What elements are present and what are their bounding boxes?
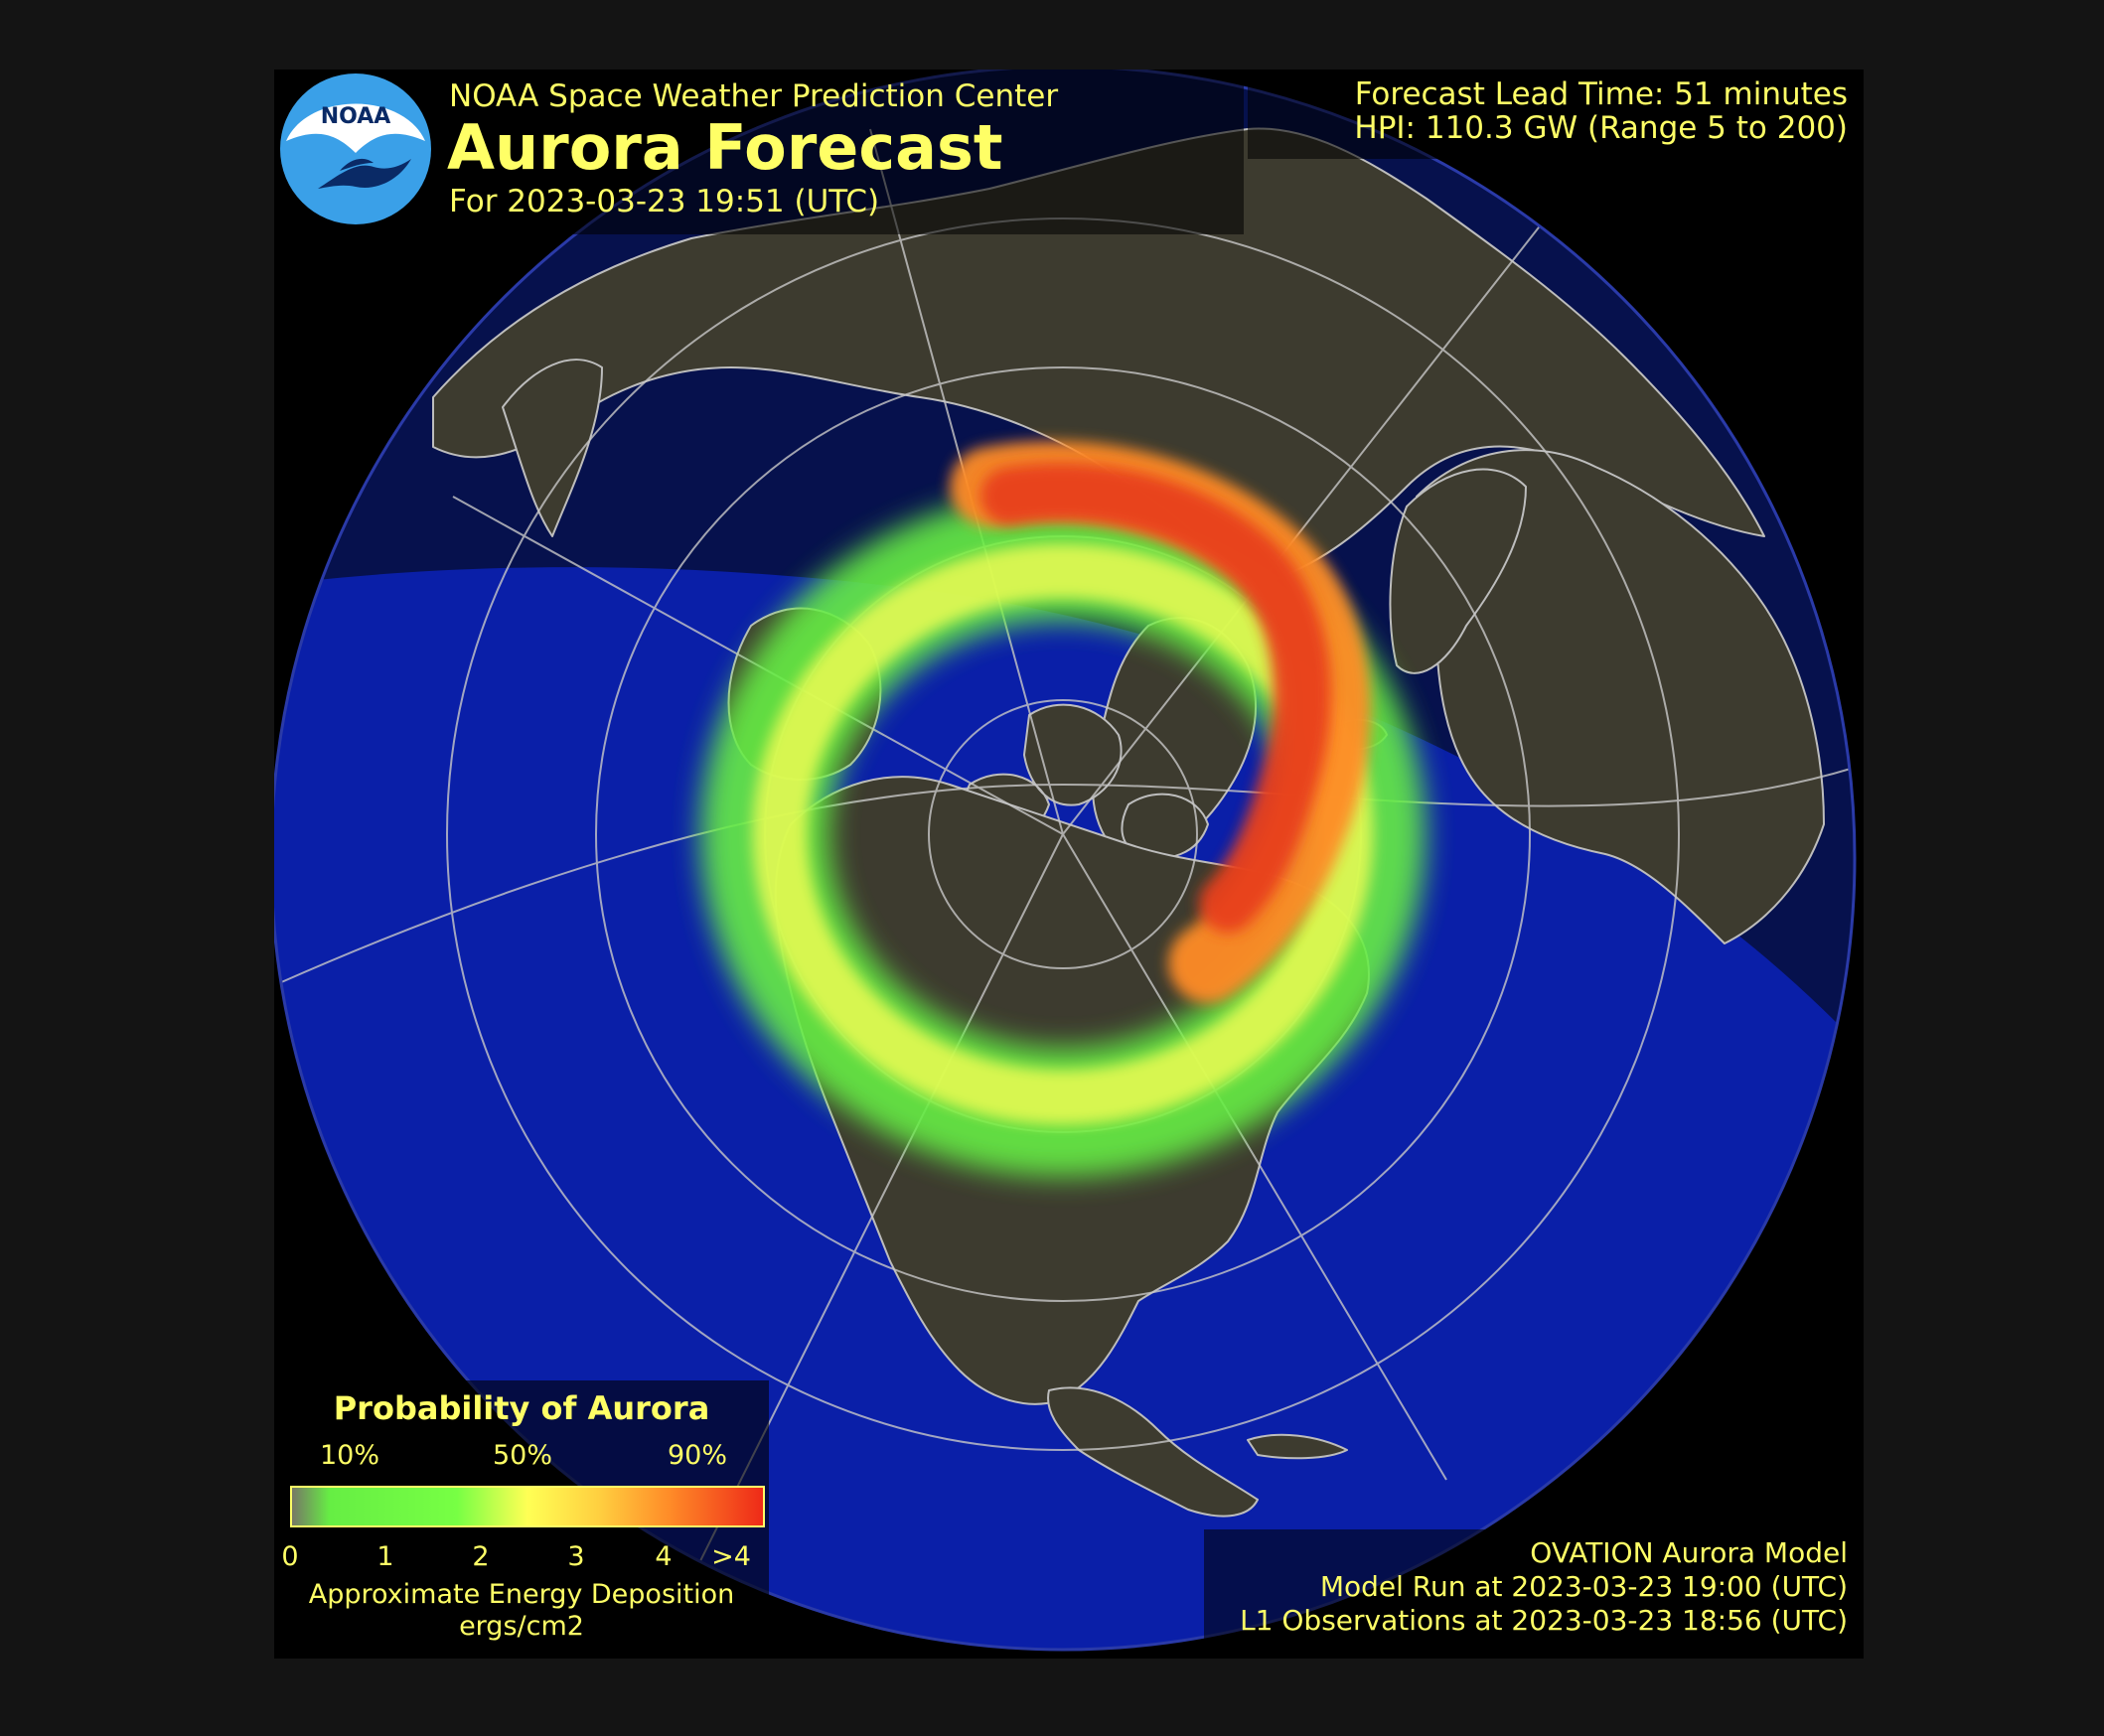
- aurora-oval: [700, 440, 1426, 1177]
- legend-energy-label: Approximate Energy Deposition: [308, 1579, 735, 1610]
- forecast-lead-time: Forecast Lead Time: 51 minutes: [1354, 76, 1848, 112]
- noaa-logo-icon: NOAA: [280, 73, 431, 224]
- legend-energy-tick: 3: [567, 1541, 585, 1572]
- legend-energy-tick: 2: [472, 1541, 490, 1572]
- legend-percent-label: 50%: [492, 1440, 553, 1471]
- legend-energy-tick: 1: [376, 1541, 394, 1572]
- hemispheric-power-index: HPI: 110.3 GW (Range 5 to 200): [1354, 110, 1848, 146]
- legend-energy-tick: 0: [281, 1541, 299, 1572]
- legend-energy-tick: 4: [655, 1541, 673, 1572]
- land-caribbean: [1247, 1433, 1348, 1460]
- probability-legend: Probability of Aurora 10% 50% 90% 0 1 2 …: [274, 1380, 769, 1659]
- model-name: OVATION Aurora Model: [1530, 1536, 1848, 1569]
- globe-rim: [274, 70, 1857, 1652]
- forecast-title: Aurora Forecast: [447, 111, 1003, 184]
- land-scandinavia: [1389, 468, 1527, 674]
- header-panel: NOAA NOAA Space Weather Prediction Cente…: [274, 70, 1244, 234]
- legend-energy-units: ergs/cm2: [459, 1611, 584, 1642]
- globe-map: [274, 70, 1857, 1652]
- legend-percent-label: 90%: [667, 1440, 728, 1471]
- forecast-info-panel: Forecast Lead Time: 51 minutes HPI: 110.…: [1248, 70, 1864, 159]
- aurora-forecast-figure: NOAA NOAA Space Weather Prediction Cente…: [274, 70, 1864, 1659]
- model-info-panel: OVATION Aurora Model Model Run at 2023-0…: [1204, 1529, 1864, 1659]
- l1-observation-time: L1 Observations at 2023-03-23 18:56 (UTC…: [1240, 1604, 1848, 1637]
- logo-text: NOAA: [321, 104, 391, 129]
- legend-percent-label: 10%: [319, 1440, 380, 1471]
- model-run-time: Model Run at 2023-03-23 19:00 (UTC): [1319, 1570, 1848, 1603]
- agency-name: NOAA Space Weather Prediction Center: [449, 78, 1059, 114]
- legend-energy-tick: >4: [711, 1541, 751, 1572]
- legend-color-bar: [290, 1486, 765, 1527]
- legend-title: Probability of Aurora: [333, 1389, 710, 1427]
- land-europe: [1416, 449, 1825, 944]
- forecast-valid-time: For 2023-03-23 19:51 (UTC): [449, 184, 880, 219]
- land-far-east: [502, 359, 603, 537]
